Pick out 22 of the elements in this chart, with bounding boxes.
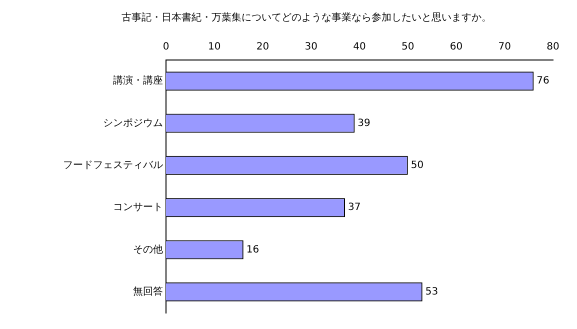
x-tick-label: 30	[304, 42, 318, 53]
y-tick-label: コンサート	[113, 202, 163, 214]
data-label: 37	[348, 202, 361, 214]
data-label: 76	[536, 76, 550, 87]
data-label: 50	[410, 160, 424, 172]
y-tick-label: 講演・講座	[113, 74, 163, 87]
data-label: 39	[358, 118, 370, 129]
x-tick-label: 10	[208, 42, 221, 53]
y-tick-label: フードフェスティバル	[63, 160, 163, 172]
x-tick-label: 0	[162, 42, 170, 53]
chart-title: 古事記・日本書紀・万葉集についてどのような事業なら参加したいと思いますか。	[122, 12, 492, 24]
y-tick-label: その他	[133, 243, 163, 256]
x-tick-label: 50	[402, 42, 414, 53]
x-tick-label: 70	[498, 42, 511, 53]
x-tick-label: 20	[256, 42, 270, 53]
x-tick-label: 80	[546, 42, 560, 53]
y-tick-label: シンポジウム	[103, 118, 163, 129]
y-tick-label: 無回答	[133, 286, 163, 298]
x-tick-label: 60	[450, 42, 463, 53]
data-label: 16	[246, 244, 260, 256]
data-label: 53	[425, 286, 438, 298]
x-tick-label: 40	[353, 42, 366, 53]
